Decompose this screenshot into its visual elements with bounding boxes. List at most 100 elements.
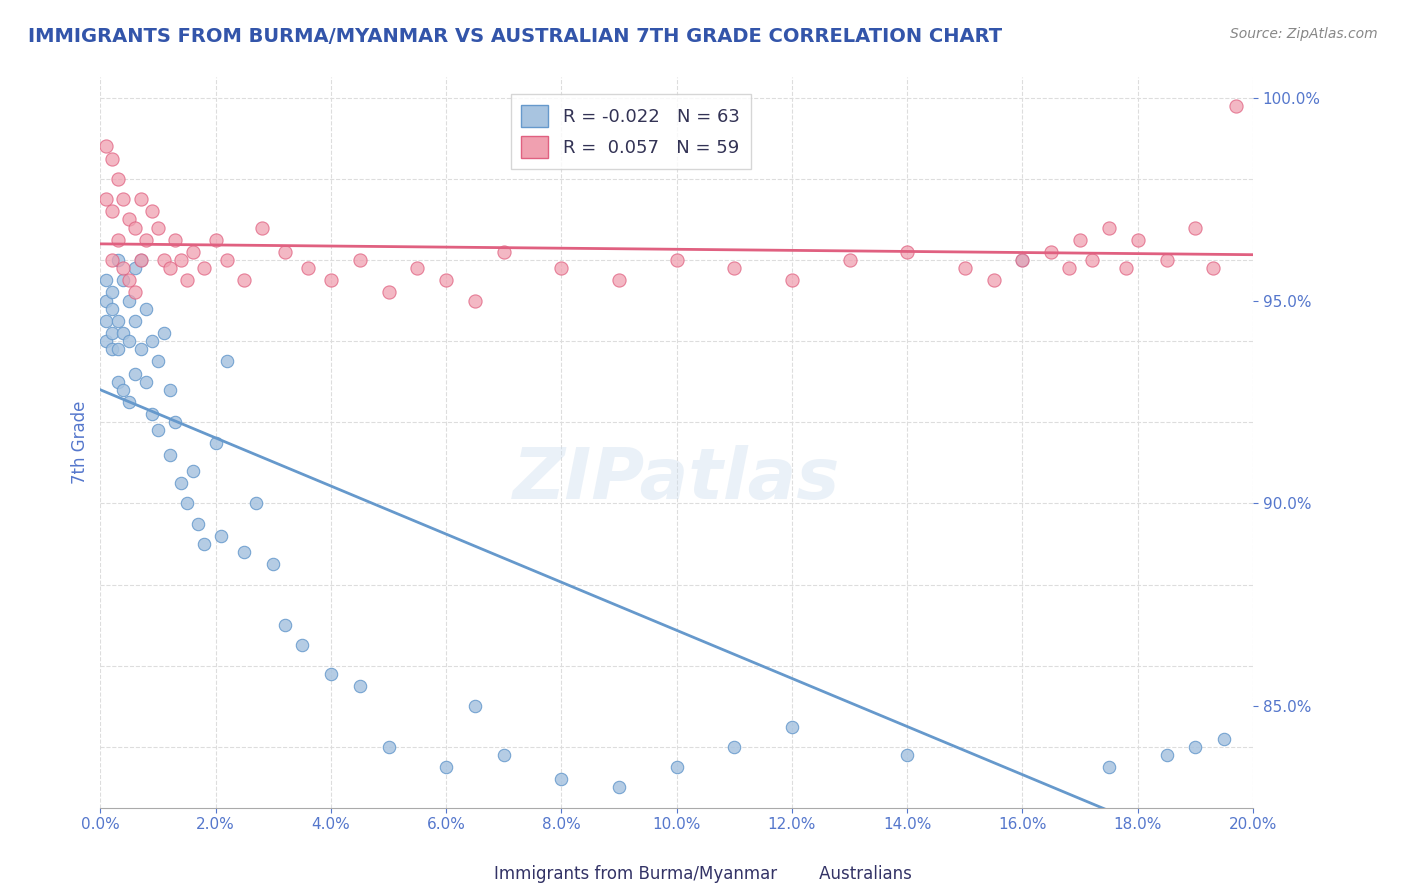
Point xyxy=(94,293,117,308)
Point xyxy=(107,314,129,328)
Point xyxy=(319,666,342,681)
Point xyxy=(181,464,204,478)
Point xyxy=(1115,261,1137,276)
Point xyxy=(101,285,124,300)
Point xyxy=(204,233,226,247)
Point xyxy=(94,334,117,348)
Point xyxy=(665,252,688,267)
Point xyxy=(780,720,803,734)
Point xyxy=(159,448,181,462)
Point xyxy=(492,747,515,762)
Point xyxy=(434,760,457,774)
Point xyxy=(377,739,399,754)
Point xyxy=(129,192,152,206)
Point xyxy=(129,252,152,267)
Point xyxy=(896,747,918,762)
Point xyxy=(780,273,803,287)
Point xyxy=(250,220,273,235)
Point xyxy=(152,252,174,267)
Point xyxy=(146,423,169,437)
Point xyxy=(94,273,117,287)
Point xyxy=(107,343,129,357)
Point xyxy=(217,252,239,267)
Point xyxy=(377,285,399,300)
Point xyxy=(1057,261,1080,276)
Point xyxy=(107,233,129,247)
Point xyxy=(135,233,157,247)
Point xyxy=(124,261,146,276)
Point xyxy=(101,326,124,340)
Point xyxy=(135,301,157,316)
Point xyxy=(118,273,141,287)
Point xyxy=(118,212,141,227)
Point xyxy=(187,516,209,531)
Point xyxy=(118,395,141,409)
Point xyxy=(170,476,193,491)
Point xyxy=(1040,244,1063,259)
Point xyxy=(274,244,297,259)
Point xyxy=(464,699,486,714)
Point xyxy=(107,252,129,267)
Point xyxy=(101,252,124,267)
Point xyxy=(245,496,267,510)
Y-axis label: 7th Grade: 7th Grade xyxy=(72,401,89,484)
Point xyxy=(1011,252,1033,267)
Point xyxy=(1126,233,1149,247)
Point xyxy=(550,261,572,276)
Point xyxy=(176,273,198,287)
Point xyxy=(896,244,918,259)
Point xyxy=(101,204,124,219)
Point xyxy=(124,220,146,235)
Point xyxy=(146,354,169,368)
Point xyxy=(204,435,226,450)
Point xyxy=(262,558,284,572)
Point xyxy=(107,172,129,186)
Point xyxy=(838,252,860,267)
Point xyxy=(165,415,187,429)
Text: Source: ZipAtlas.com: Source: ZipAtlas.com xyxy=(1230,27,1378,41)
Point xyxy=(492,244,515,259)
Point xyxy=(193,537,215,551)
Point xyxy=(101,152,124,166)
Point xyxy=(112,192,135,206)
Point xyxy=(1184,739,1206,754)
Point xyxy=(118,334,141,348)
Point xyxy=(209,529,232,543)
Point xyxy=(1156,252,1178,267)
Point xyxy=(550,772,572,787)
Point xyxy=(349,252,371,267)
Text: IMMIGRANTS FROM BURMA/MYANMAR VS AUSTRALIAN 7TH GRADE CORRELATION CHART: IMMIGRANTS FROM BURMA/MYANMAR VS AUSTRAL… xyxy=(28,27,1002,45)
Point xyxy=(1213,731,1236,746)
Point xyxy=(983,273,1005,287)
Point xyxy=(124,367,146,381)
Point xyxy=(101,301,124,316)
Point xyxy=(135,375,157,389)
Point xyxy=(349,679,371,693)
Point xyxy=(723,739,745,754)
Point xyxy=(1080,252,1102,267)
Point xyxy=(141,407,163,421)
Point xyxy=(141,204,163,219)
Point xyxy=(274,618,297,632)
Point xyxy=(291,639,314,653)
Point xyxy=(165,233,187,247)
Point xyxy=(146,220,169,235)
Point xyxy=(118,293,141,308)
Point xyxy=(464,293,486,308)
Point xyxy=(723,261,745,276)
Point xyxy=(129,252,152,267)
Point xyxy=(101,343,124,357)
Point xyxy=(665,760,688,774)
Point xyxy=(233,545,256,559)
Point xyxy=(112,326,135,340)
Point xyxy=(233,273,256,287)
Point xyxy=(319,273,342,287)
Point xyxy=(141,334,163,348)
Point xyxy=(159,383,181,397)
Point xyxy=(170,252,193,267)
Legend: R = -0.022   N = 63, R =  0.057   N = 59: R = -0.022 N = 63, R = 0.057 N = 59 xyxy=(510,94,751,169)
Point xyxy=(124,285,146,300)
Point xyxy=(107,375,129,389)
Point xyxy=(94,192,117,206)
Point xyxy=(607,273,630,287)
